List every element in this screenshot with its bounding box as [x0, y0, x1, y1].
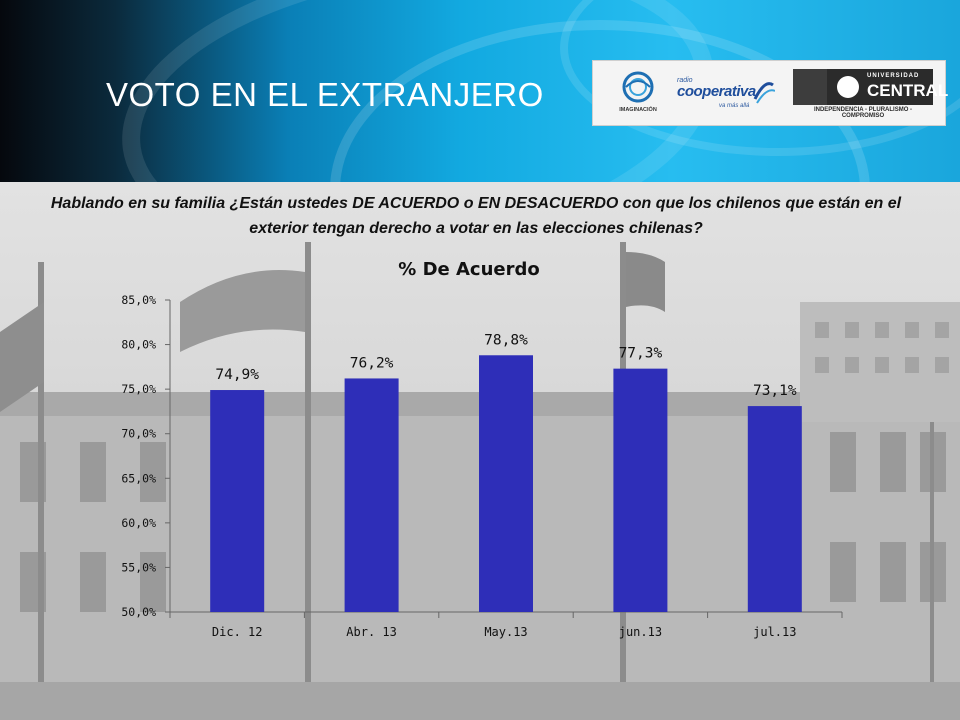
imaginacion-logo: IMAGINACIÓN [611, 67, 665, 119]
y-tick-label: 55,0% [121, 560, 156, 574]
chart-data-labels: 74,9% 76,2% 78,8% 77,3% 73,1% [215, 332, 797, 399]
y-tick-label: 65,0% [121, 471, 156, 485]
y-tick-label: 50,0% [121, 605, 156, 619]
data-label: 76,2% [350, 355, 394, 371]
ucen-emblem [793, 69, 827, 105]
ucen-tagline: INDEPENDENCIA - PLURALISMO - COMPROMISO [813, 107, 913, 119]
data-label: 73,1% [753, 383, 797, 399]
survey-question: Hablando en su familia ¿Están ustedes DE… [50, 195, 902, 237]
universidad-central-logo: UNIVERSIDAD CENTRAL INDEPENDENCIA - PLUR… [793, 69, 948, 119]
ucen-circle-icon [837, 76, 859, 98]
y-tick-label: 75,0% [121, 382, 156, 396]
cooperativa-tagline: va más allá [719, 103, 750, 109]
y-tick-label: 60,0% [121, 516, 156, 530]
page-title: VOTO EN EL EXTRANJERO [106, 76, 544, 113]
y-tick-label: 70,0% [121, 427, 156, 441]
data-label: 77,3% [619, 346, 663, 362]
cooperativa-logo: radio cooperativa va más allá [677, 75, 777, 113]
x-tick-label: jul.13 [753, 625, 796, 639]
x-tick-label: jun.13 [619, 625, 662, 639]
cooperativa-radio-text: radio [677, 77, 693, 84]
bar [747, 406, 802, 612]
x-tick-label: Abr. 13 [346, 625, 397, 639]
imaginacion-wordmark: IMAGINACIÓN [619, 105, 657, 113]
chart-bars [210, 355, 802, 612]
y-tick-label: 80,0% [121, 338, 156, 352]
y-tick-label: 85,0% [121, 293, 156, 307]
bar [210, 390, 265, 612]
cooperativa-wordmark: cooperativa [677, 83, 756, 100]
sponsor-logos: IMAGINACIÓN radio cooperativa va más all… [592, 60, 948, 126]
chart-axes: 50,0% 55,0% 60,0% 65,0% 70,0% 75,0% 80,0% 85,0%… [121, 293, 843, 639]
ucen-name: CENTRAL [867, 81, 949, 100]
x-tick-label: Dic. 12 [212, 625, 263, 639]
chart-title: % De Acuerdo [398, 259, 539, 280]
data-label: 74,9% [215, 367, 259, 383]
cooperativa-arc-icon [753, 82, 775, 104]
bar [479, 355, 533, 612]
bar [613, 368, 668, 612]
data-label: 78,8% [484, 332, 528, 348]
ucen-top-text: UNIVERSIDAD [867, 73, 920, 79]
x-tick-label: May.13 [484, 625, 527, 639]
bar [344, 378, 399, 612]
header-banner: VOTO EN EL EXTRANJERO IMAGINACIÓN radio … [0, 0, 960, 182]
